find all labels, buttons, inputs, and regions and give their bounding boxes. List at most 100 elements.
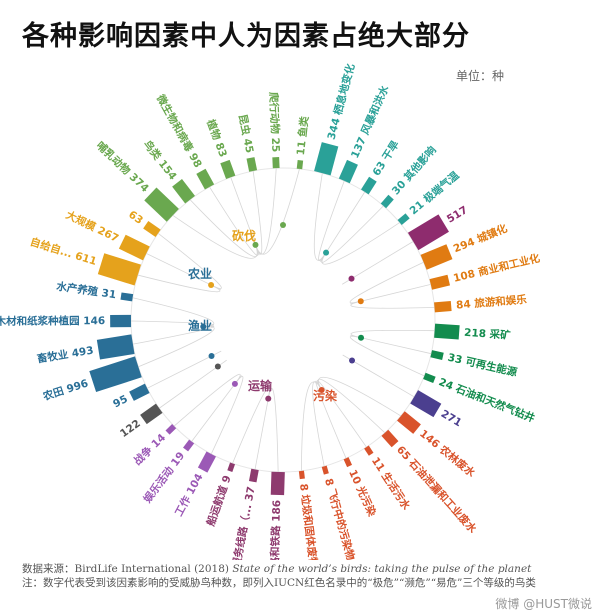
link-curve [300, 381, 323, 471]
hub-dot [318, 387, 325, 394]
bar-鱼类 [296, 160, 304, 170]
footnote: 注：数字代表受到该因素影响的受威胁鸟种数，即列入IUCN红色名录中的“极危”“濒… [22, 577, 536, 589]
bar-label: 畜牧业 493 [36, 344, 94, 366]
bar-label: 植物 83 [204, 117, 230, 159]
link-curve [255, 168, 300, 255]
hub-dot [265, 395, 272, 402]
hub-dot [358, 334, 365, 341]
bar-label: 33 可再生能源 [446, 351, 518, 379]
bar-垃圾和固体废物 [298, 470, 305, 480]
bar-label: 65 石油泄漏和工业废水 [394, 443, 480, 536]
bar-517 [407, 214, 449, 251]
bar-label: 294 城镇化 [451, 221, 509, 255]
bar-大规模 [118, 234, 150, 261]
bar-label: 84 旅游和娱乐 [456, 293, 528, 312]
link-curve [132, 297, 215, 328]
bar-工作 [197, 451, 216, 473]
bar-石油泄漏和工业废水 [381, 429, 399, 448]
bar-label: 大规模 267 [64, 208, 121, 245]
link-curve [209, 186, 259, 256]
hub-dot [208, 281, 215, 288]
bar-干旱 [360, 176, 377, 195]
hub-dot [323, 249, 330, 256]
bar-水产养殖 [120, 292, 134, 302]
bar-农田 [89, 356, 142, 393]
hub-label: 污染 [313, 388, 338, 403]
bar-石油和天然气钻井 [423, 372, 436, 384]
link-curve [157, 233, 222, 289]
bar-label: 10 光污染 [346, 468, 379, 519]
bar-label: 公共服务线路（... 37 [226, 485, 258, 560]
link-curve [232, 387, 270, 464]
bar-风暴和洪水 [338, 159, 358, 184]
bar-旅游和娱乐 [434, 301, 452, 313]
link-curve [349, 335, 425, 377]
bar-生活污水 [364, 445, 374, 456]
bar-娱乐活动 [183, 439, 195, 452]
bar-城镇化 [420, 244, 453, 270]
bar-鸟类 [172, 179, 196, 204]
bar-飞行中的污染物 [321, 465, 329, 475]
bar-label: 218 采矿 [464, 326, 512, 342]
link-curve [210, 375, 244, 455]
hub-dot [349, 357, 356, 364]
hub-dot [348, 275, 355, 282]
hub-dot [231, 380, 238, 387]
link-curve [313, 173, 327, 261]
bar-label: 8 垃圾和固体废物 [297, 483, 320, 560]
root-dot [280, 222, 286, 228]
bar-label: 公路和铁路 186 [268, 500, 283, 560]
source-title: State of the world’s birds: taking the p… [232, 563, 532, 575]
link-curve [318, 376, 402, 417]
bar-船运航道 [227, 462, 236, 472]
bar-label: 水产养殖 31 [55, 279, 118, 301]
hub-dot [252, 241, 259, 248]
unit-label: 单位：种 [456, 69, 505, 83]
bar-label: 122 [118, 418, 143, 440]
link-curve [350, 300, 435, 309]
link-curve [173, 374, 241, 427]
bar-哺乳动物 [144, 187, 179, 222]
bar-label: 昆虫 45 [236, 113, 256, 154]
bar-光污染 [343, 457, 353, 468]
bar-label: 农田 996 [41, 376, 90, 403]
bar-122 [140, 403, 163, 425]
hub-dot [200, 323, 207, 330]
bar-战争 [165, 424, 177, 435]
source-note: 数据来源：BirdLife International (2018) State… [22, 562, 582, 576]
bar-栖息地变化 [314, 142, 339, 176]
bar-label: 63 干旱 [371, 138, 403, 178]
bar-label: 爬行动物 25 [267, 91, 283, 153]
ring-line [130, 167, 436, 473]
bar-95 [129, 383, 150, 401]
bar-63 [143, 221, 161, 238]
bar-label: 344 栖息地变化 [325, 62, 358, 141]
hub-label: 农业 [187, 266, 212, 281]
bar-label: 11 鱼类 [294, 115, 311, 156]
bar-畜牧业 [96, 334, 135, 360]
chart-title: 各种影响因素中人为因素占绝大部分 [22, 21, 470, 52]
link-curve [321, 222, 400, 265]
link-curve [172, 214, 258, 259]
bar-昆虫 [246, 157, 258, 172]
bar-label: 8 飞行中的污染物 [322, 477, 358, 560]
watermark: 微博 @HUST微说 [495, 597, 592, 611]
hub-dot [214, 363, 221, 370]
bar-label: 95 [111, 393, 129, 410]
bar-label: 63 [126, 209, 145, 227]
hub-dot [357, 298, 364, 305]
bar-采矿 [434, 323, 460, 340]
link-curve [321, 205, 384, 263]
bar-label: 271 [439, 408, 464, 429]
hub-label: 运输 [248, 378, 273, 393]
bar-271 [410, 390, 442, 418]
bar-公共服务线路（... [248, 468, 259, 483]
bar-商业和工业化 [429, 274, 451, 290]
bar-label: 鸟类 154 [141, 138, 180, 183]
bar-微生物和病毒 [196, 168, 215, 190]
bar-label: 船运航道 9 [204, 473, 234, 527]
bar-label: 木材和纸浆种植园 146 [0, 314, 105, 328]
bar-label: 自给自... 611 [29, 235, 99, 268]
bar-label: 工作 104 [172, 471, 205, 518]
